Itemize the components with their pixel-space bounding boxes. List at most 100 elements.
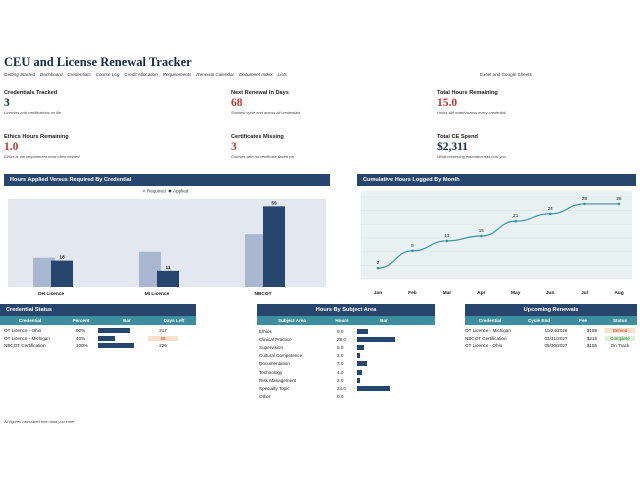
nav-link[interactable]: Getting Started: [4, 72, 35, 77]
percent-value: 46%: [76, 335, 86, 341]
table-row: NBCOT Certification 03/31/2027 $215 Complet…: [465, 335, 637, 343]
table-row: Documentation 7.0: [257, 360, 435, 368]
renewals-header: Upcoming Renewals: [465, 304, 637, 316]
nav-link[interactable]: Document Index: [239, 72, 273, 77]
legend-marker: [142, 189, 146, 193]
hours-bar: [357, 328, 411, 334]
cycle-end: 03/31/2027: [544, 335, 568, 341]
kpi-label: Next Renewal In Days: [231, 90, 289, 96]
nav-link[interactable]: Course Log: [95, 72, 120, 77]
kpi-value: $2,311: [437, 141, 468, 153]
nav-link[interactable]: Lists: [277, 72, 287, 77]
category-label: OH Licence: [38, 291, 65, 297]
hours-bar-fill: [357, 385, 390, 391]
data-point: [617, 202, 621, 206]
renewals-columns: Credential Cycle End Fee Status: [465, 316, 637, 325]
table-row: OT Licence - Ohio 90% 317: [0, 327, 196, 335]
subject-name: Specialty Topic: [259, 385, 290, 391]
plot-area: [361, 191, 632, 279]
days-left: 317: [159, 328, 167, 334]
data-label: 24: [548, 206, 554, 211]
x-tick-label: Aug: [614, 290, 623, 296]
table-row: OT Licence - Ohio 06/30/2027 $155 On Track: [465, 342, 637, 350]
subject-name: Documentation: [259, 361, 290, 367]
hours-bar-fill: [357, 361, 367, 367]
bar-required: [33, 257, 55, 287]
category-label: MI Licence: [145, 291, 170, 297]
x-tick-label: Mar: [443, 290, 452, 296]
hours-value: 8.0: [337, 328, 344, 334]
x-tick-label: Jul: [581, 290, 588, 296]
data-label: 55: [271, 200, 277, 206]
data-label: 2: [377, 260, 380, 265]
table-row: Other 0.0: [257, 393, 435, 401]
renewal-credential: OT Licence - Ohio: [465, 343, 503, 349]
credential-status-header: Credential Status: [0, 304, 196, 316]
progress-fill: [98, 328, 131, 334]
credential-name: OT Licence - Ohio: [4, 328, 42, 334]
column-header: Bar: [380, 318, 388, 323]
percent-value: 90%: [76, 328, 86, 334]
series-line: [377, 203, 619, 269]
nav-link[interactable]: Dashboard: [39, 72, 63, 77]
hours-value: 0.0: [337, 394, 344, 400]
bar-required: [245, 234, 267, 287]
data-point: [548, 212, 552, 216]
subject-name: Risk Management: [259, 377, 297, 383]
hours-value: 5.0: [337, 344, 344, 350]
footer-note: All figures calculated from data you ent…: [4, 419, 76, 424]
nav-link[interactable]: Requirements: [162, 72, 192, 77]
credential-name: OT Licence - Michigan: [4, 335, 50, 341]
status-badge: Behind: [605, 328, 635, 334]
kpi-value: 3: [231, 141, 237, 153]
bar-applied: [157, 270, 179, 287]
renewals-table: Upcoming Renewals Credential Cycle End Fee…: [465, 304, 637, 350]
hours-value: 4.0: [337, 369, 344, 375]
subject-name: Supervision: [259, 344, 284, 350]
kpi-card: Credentials Tracked 3 Licenses and certifi…: [4, 90, 62, 115]
table-row: Cultural Competence 2.0: [257, 352, 435, 360]
kpi-label: Ethics Hours Remaining: [4, 134, 69, 140]
subject-area-header: Hours By Subject Area: [257, 304, 435, 316]
sheet-nav: Getting Started Dashboard Credentials Cours…: [4, 72, 292, 77]
kpi-value: 68: [231, 97, 243, 109]
data-label: 13: [444, 233, 450, 238]
data-point: [583, 202, 586, 206]
x-tick-label: Apr: [477, 290, 485, 296]
nav-link[interactable]: Credit Allocation: [124, 72, 158, 77]
nav-link[interactable]: Renewal Calendar: [196, 72, 235, 77]
column-header: Status: [612, 318, 628, 323]
hours-bar-fill: [357, 353, 360, 359]
hours-bar: [357, 353, 411, 359]
hours-value: 2.0: [337, 377, 344, 383]
table-row: NBCOT Certification 100% 226: [0, 342, 196, 350]
chart1-header: Hours Applied Versus Required By Credent…: [4, 174, 330, 186]
hours-bar: [357, 394, 411, 399]
data-label: 11: [165, 265, 170, 271]
bar-chart: Required Applied 18 OH Licence 11 MI Licence 5…: [8, 189, 326, 297]
fee: $215: [586, 335, 598, 341]
credential-status-columns: Credential Percent Bar Days Left: [0, 316, 196, 325]
hours-value: 7.0: [337, 361, 344, 367]
kpi-card: Ethics Hours Remaining 1.0 Ethics is the r…: [4, 134, 81, 159]
legend-label: Applied: [173, 189, 189, 194]
kpi-value: 3: [4, 97, 10, 109]
kpi-value: 1.0: [4, 141, 19, 153]
bar-applied: [51, 260, 73, 287]
nav-link[interactable]: Credentials: [67, 72, 91, 77]
data-label: 18: [59, 255, 65, 261]
hours-bar-fill: [357, 328, 368, 334]
renewal-credential: NBCOT Certification: [465, 335, 507, 341]
kpi-card: Next Renewal In Days 68 Soonest cycle end …: [231, 90, 301, 115]
data-label: 9: [411, 243, 414, 248]
hours-bar-fill: [357, 377, 360, 383]
column-header: Days Left: [163, 318, 185, 323]
table-row: Specialty Topic 24.0: [257, 384, 435, 392]
data-point: [514, 219, 518, 223]
kpi-note: What continuing education has cost you.: [437, 154, 507, 159]
nav-note: Excel and Google Sheets: [480, 72, 532, 77]
credential-name: NBCOT Certification: [4, 343, 46, 349]
table-row: Supervision 5.0: [257, 343, 435, 351]
progress-fill: [98, 343, 134, 349]
column-header: Subject Area: [278, 318, 306, 323]
